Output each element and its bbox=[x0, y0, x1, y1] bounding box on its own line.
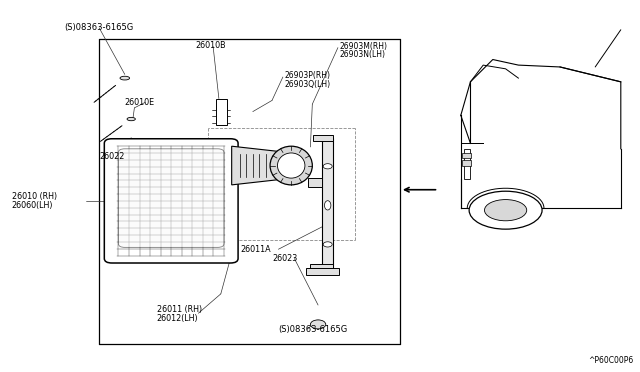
Ellipse shape bbox=[469, 191, 542, 229]
Text: 26011A: 26011A bbox=[240, 245, 271, 254]
Ellipse shape bbox=[270, 146, 312, 185]
Polygon shape bbox=[322, 138, 333, 268]
Polygon shape bbox=[464, 149, 470, 179]
Text: 26012(LH): 26012(LH) bbox=[157, 314, 198, 323]
Polygon shape bbox=[232, 146, 278, 185]
Text: 26010 (RH): 26010 (RH) bbox=[12, 192, 57, 201]
Text: 26023: 26023 bbox=[272, 254, 297, 263]
Text: 26060(LH): 26060(LH) bbox=[12, 201, 53, 210]
Ellipse shape bbox=[120, 76, 130, 80]
Circle shape bbox=[323, 164, 332, 169]
Text: 26022: 26022 bbox=[99, 153, 125, 161]
Ellipse shape bbox=[278, 153, 305, 178]
Ellipse shape bbox=[127, 117, 136, 121]
Polygon shape bbox=[216, 99, 227, 125]
FancyBboxPatch shape bbox=[104, 139, 238, 263]
Text: 26903P(RH): 26903P(RH) bbox=[285, 71, 331, 80]
Text: 26903Q(LH): 26903Q(LH) bbox=[285, 80, 331, 89]
Text: 26011 (RH): 26011 (RH) bbox=[157, 305, 202, 314]
Polygon shape bbox=[313, 135, 333, 141]
Text: (S)08363-6165G: (S)08363-6165G bbox=[64, 23, 133, 32]
Text: ^P60C00P6: ^P60C00P6 bbox=[588, 356, 634, 365]
Text: 26903N(LH): 26903N(LH) bbox=[339, 50, 385, 59]
Polygon shape bbox=[306, 268, 339, 275]
Polygon shape bbox=[462, 153, 471, 158]
Ellipse shape bbox=[324, 201, 331, 210]
Polygon shape bbox=[310, 264, 333, 268]
FancyBboxPatch shape bbox=[118, 149, 224, 247]
Circle shape bbox=[323, 242, 332, 247]
Ellipse shape bbox=[484, 199, 527, 221]
Text: 26010B: 26010B bbox=[195, 41, 226, 50]
Text: 26010E: 26010E bbox=[125, 98, 155, 107]
Text: 26903M(RH): 26903M(RH) bbox=[339, 42, 387, 51]
Text: (S)08363-6165G: (S)08363-6165G bbox=[278, 325, 348, 334]
Circle shape bbox=[310, 320, 326, 329]
Polygon shape bbox=[462, 160, 471, 166]
Polygon shape bbox=[308, 178, 322, 187]
